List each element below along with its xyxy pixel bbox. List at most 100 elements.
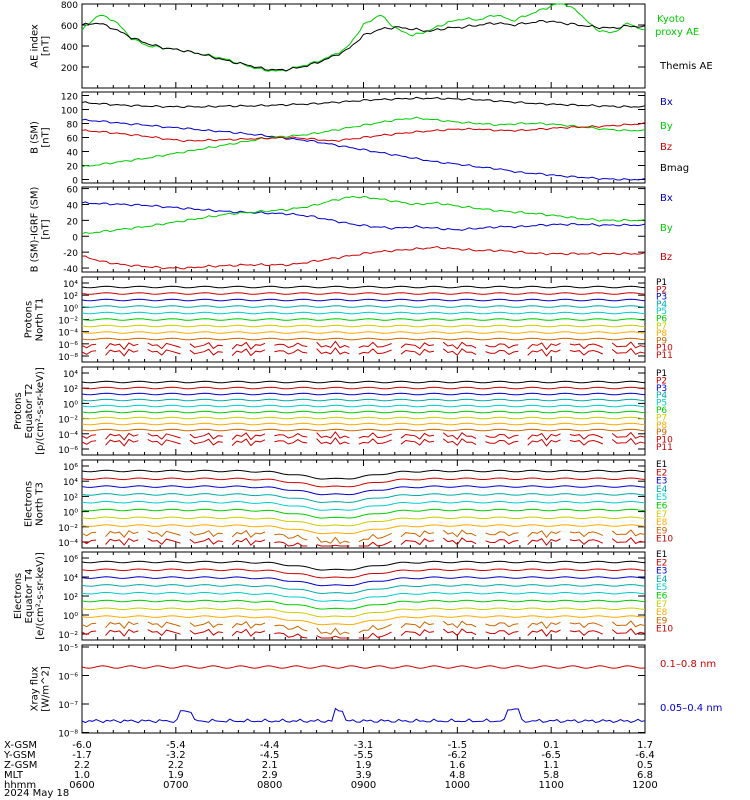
p5-channel-11 bbox=[485, 439, 519, 445]
p6-channel-10 bbox=[485, 539, 519, 545]
p7-tick-label: 10⁶ bbox=[63, 555, 78, 565]
ephem-value: 0.5 bbox=[637, 760, 653, 771]
p6-legend-e8: E8 bbox=[656, 518, 668, 528]
ylabel-line: Protons bbox=[13, 392, 24, 429]
p6-channel-10 bbox=[316, 544, 350, 547]
p7-ylabel: ElectronsEquator T4[e/(cm²-s-sr-keV)] bbox=[13, 552, 46, 640]
p4-channel-11 bbox=[105, 348, 139, 357]
p4-channel-10 bbox=[400, 342, 434, 350]
p5-channel-5 bbox=[81, 404, 646, 408]
p4-channel-10 bbox=[569, 343, 604, 350]
p5-channel-3 bbox=[81, 392, 646, 396]
p5-channel-11 bbox=[358, 438, 392, 445]
p7-channel-10 bbox=[442, 628, 477, 637]
p5-channel-10 bbox=[442, 432, 477, 441]
ephem-value: -4.5 bbox=[260, 750, 280, 761]
p7-channel-9 bbox=[527, 621, 561, 630]
p5-channel-10 bbox=[569, 433, 604, 440]
p5-channel-6 bbox=[81, 410, 646, 414]
p7-channel-10 bbox=[400, 629, 434, 637]
p5-legend-p7: P7 bbox=[656, 413, 667, 423]
p6-channel-10 bbox=[611, 537, 646, 545]
p6-channel-10 bbox=[105, 537, 139, 546]
ephem-value: 0700 bbox=[163, 780, 188, 791]
ylabel-line: Equator T2 bbox=[24, 384, 35, 439]
p7-legend-e9: E9 bbox=[656, 616, 668, 626]
p5-legend-p1: P1 bbox=[656, 369, 667, 379]
legend-bx: Bx bbox=[660, 97, 673, 108]
ephem-value: 2.2 bbox=[74, 760, 90, 771]
p5-channel-10 bbox=[485, 433, 519, 439]
ephem-value: -5.4 bbox=[166, 740, 186, 751]
p4-legend-p1: P1 bbox=[656, 278, 667, 288]
p5-channel-10 bbox=[147, 432, 181, 440]
p6-channel-5 bbox=[81, 500, 646, 511]
series-themis-ae bbox=[81, 19, 646, 72]
panel-3-tick-label: -20 bbox=[63, 249, 78, 259]
ephem-value: 1100 bbox=[538, 780, 563, 791]
p7-channel-10 bbox=[231, 628, 266, 637]
p5-legend-p10: P10 bbox=[656, 436, 673, 446]
ephem-value: 1.7 bbox=[637, 740, 653, 751]
p6-channel-9 bbox=[274, 533, 308, 541]
legend-bmag: Bmag bbox=[660, 163, 689, 174]
ephem-value: 1000 bbox=[445, 780, 470, 791]
p6-channel-9 bbox=[527, 530, 561, 539]
p7-channel-9 bbox=[611, 620, 646, 628]
ephem-value: -1.7 bbox=[72, 750, 92, 761]
p6-tick-label: 10² bbox=[63, 493, 78, 503]
p5-legend-p2: P2 bbox=[656, 376, 667, 386]
ephem-row-label: Z-GSM bbox=[4, 760, 37, 771]
panel-2-tick-label: 20 bbox=[67, 163, 79, 173]
p6-channel-1 bbox=[81, 469, 646, 480]
p4-legend-p11: P11 bbox=[656, 351, 673, 361]
p4-legend-p3: P3 bbox=[656, 293, 667, 303]
p6-channel-10 bbox=[147, 538, 181, 545]
panel-2-tick-label: 100 bbox=[61, 107, 78, 117]
series-bz bbox=[81, 245, 646, 270]
ylabel-line: [p/(cm²-s-sr-keV)] bbox=[35, 367, 46, 455]
p6-legend-e9: E9 bbox=[656, 526, 668, 536]
p5-legend-p6: P6 bbox=[656, 406, 667, 416]
p7-tick-label: 10⁴ bbox=[63, 574, 78, 584]
p5-legend-p8: P8 bbox=[656, 421, 667, 431]
panel-3-ylabel: B (SM)-IGRF (SM)[nT] bbox=[30, 187, 52, 273]
ylabel-line: Electrons bbox=[24, 481, 35, 527]
panel-2-ylabel: B (SM)[nT] bbox=[30, 121, 52, 154]
ephem-value: 0600 bbox=[69, 780, 94, 791]
series-bz bbox=[81, 122, 646, 143]
ephem-value: 1.6 bbox=[449, 760, 465, 771]
panel-1-tick-label: 600 bbox=[61, 22, 78, 32]
p7-tick-label: 10² bbox=[63, 593, 78, 603]
p7-frame bbox=[81, 551, 646, 641]
ylabel-line: B (SM) bbox=[30, 121, 41, 154]
p5-channel-11 bbox=[231, 438, 266, 447]
p4-channel-10 bbox=[611, 341, 646, 349]
p4-channel-3 bbox=[81, 298, 646, 302]
p5-channel-10 bbox=[400, 432, 434, 440]
p7-channel-3 bbox=[81, 576, 646, 587]
xray-tick-label: 10⁻⁵ bbox=[58, 644, 78, 654]
p7-channel-9 bbox=[358, 623, 392, 634]
p4-channel-10 bbox=[274, 342, 308, 349]
panel-2-tick-label: 40 bbox=[67, 149, 79, 159]
p7-channel-1 bbox=[81, 560, 646, 571]
panel-2-tick-label: 0 bbox=[72, 177, 78, 187]
ylabel-line: [nT] bbox=[41, 127, 52, 147]
p6-channel-7 bbox=[81, 516, 646, 527]
ephem-value: -4.4 bbox=[260, 740, 280, 751]
p7-channel-5 bbox=[81, 591, 646, 602]
p5-legend-p9: P9 bbox=[656, 428, 667, 438]
ephem-value: -3.2 bbox=[166, 750, 186, 761]
p6-legend-e2: E2 bbox=[656, 468, 667, 478]
p5-channel-11 bbox=[274, 439, 308, 445]
ylabel-line: North T3 bbox=[35, 482, 46, 526]
p4-channel-11 bbox=[442, 348, 477, 357]
ylabel-line: Electrons bbox=[13, 573, 24, 619]
p7-channel-2 bbox=[81, 568, 646, 579]
p4-ylabel: ProtonsNorth T1 bbox=[24, 298, 46, 342]
p7-channel-4 bbox=[81, 584, 646, 595]
p7-legend-e5: E5 bbox=[656, 583, 667, 593]
legend-themis-ae: Themis AE bbox=[659, 61, 713, 72]
p6-channel-8 bbox=[81, 524, 646, 535]
